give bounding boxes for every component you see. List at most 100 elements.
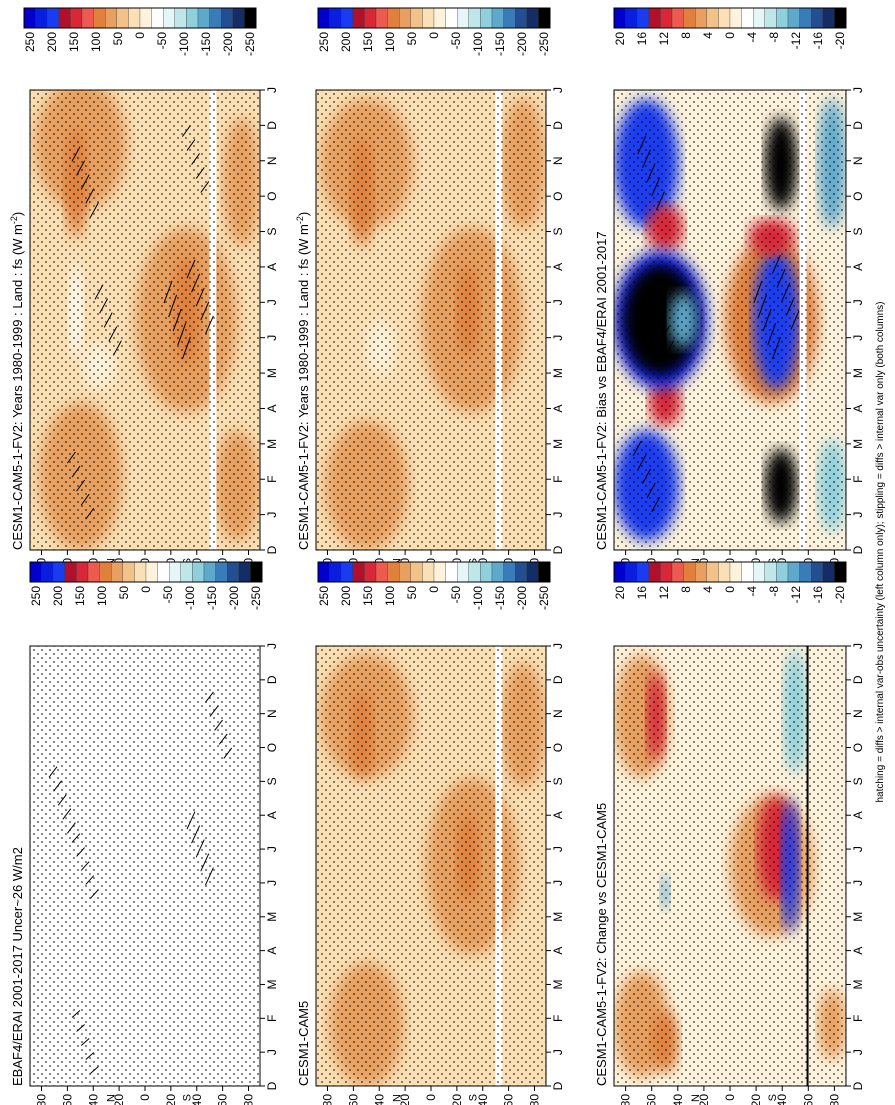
colorbar-swatch (250, 561, 263, 583)
colorbar-label: 0 (133, 32, 147, 39)
hatch-mark (785, 297, 795, 316)
colorbar-swatch (122, 561, 135, 583)
colorbar-label: 200 (339, 586, 353, 606)
colorbar-swatch (753, 7, 765, 29)
lat-tick-label: 60 (216, 1094, 230, 1105)
colorbar-label: -250 (243, 32, 257, 56)
colorbar-swatch (683, 7, 696, 29)
colorbar-label: 250 (29, 586, 43, 606)
colorbar-swatch (329, 7, 342, 29)
panel-title: CESM1-CAM5 (296, 1001, 311, 1086)
hatch-mark (62, 808, 72, 820)
month-tick-label: O (851, 743, 865, 752)
hatch-mark (771, 336, 781, 360)
colorbar-label: 20 (613, 32, 627, 46)
lat-tick-label: 80 (242, 1094, 256, 1105)
colorbar-swatch (695, 561, 707, 583)
hatch-mark (85, 875, 95, 885)
hatch-mark (71, 465, 81, 478)
month-tick-label: N (265, 709, 279, 718)
colorbar-label: -8 (767, 586, 781, 597)
colorbar-frame (29, 561, 263, 583)
colorbar-swatch (741, 7, 754, 29)
colorbar-label: 0 (723, 32, 737, 39)
colorbar-swatch (197, 7, 210, 29)
colorbar-label: 100 (89, 32, 103, 52)
colorbar-swatch (116, 7, 129, 29)
hatch-mark (76, 160, 86, 176)
lat-tick-label: 0 (424, 558, 438, 565)
colorbar-swatch (215, 561, 228, 583)
lat-tick-label: 80 (35, 1094, 49, 1105)
month-tick-label: F (551, 476, 565, 483)
hatch-mark (94, 284, 104, 300)
hatch-mark (637, 135, 647, 155)
colorbar-label: -50 (161, 586, 175, 604)
hatch-mark (172, 308, 182, 332)
panel-p5: 80604020020406080NSDJFMAMJJASONDJCESM1-C… (594, 7, 865, 571)
hatch-mark (204, 315, 214, 335)
month-tick-label: N (851, 709, 865, 718)
colorbar-label: -20 (833, 32, 847, 50)
panel-p2: 80604020020406080NSDJFMAMJJASONDJCESM1-C… (295, 7, 565, 571)
hatch-mark (66, 451, 76, 464)
colorbar-label: 100 (95, 586, 109, 606)
colorbar-label: 16 (635, 586, 649, 600)
hatch-mark (637, 454, 647, 470)
month-tick-label: D (851, 675, 865, 684)
plot-area (316, 90, 546, 550)
colorbar-label: -16 (811, 586, 825, 604)
hatch-mark (89, 202, 99, 218)
colorbar-swatch (163, 7, 175, 29)
colorbar-label: 0 (723, 586, 737, 593)
colorbar-swatch (375, 561, 388, 583)
figure-footnote: hatching = diffs > internal var-obs unce… (875, 302, 886, 803)
colorbar-swatch (764, 561, 777, 583)
colorbar-swatch (157, 561, 170, 583)
lat-tick-label: 40 (671, 1094, 685, 1105)
month-tick-label: A (265, 404, 279, 412)
colorbar-label: 150 (67, 32, 81, 52)
colorbar-swatch (227, 561, 239, 583)
colorbar-swatch (174, 7, 187, 29)
lat-tick-label: 20 (164, 1094, 178, 1105)
colorbar-swatch (834, 7, 847, 29)
hatch-mark (214, 719, 223, 731)
lat-tick-label: 0 (723, 1094, 737, 1101)
hemisphere-label: S (181, 1094, 193, 1101)
month-tick-label: A (551, 263, 565, 271)
hatch-mark (655, 191, 665, 211)
hatch-mark (790, 311, 800, 330)
month-tick-label: A (265, 947, 279, 955)
month-tick-label: M (551, 439, 565, 449)
lat-tick-label: 60 (801, 1094, 815, 1105)
colorbar-swatch (822, 561, 835, 583)
colorbar-swatch (35, 7, 48, 29)
colorbar: 250 200 150 100 50 0 -50 -100 -150 -200 -250 (29, 561, 263, 610)
stippling (30, 90, 260, 550)
hatch-mark (191, 153, 201, 165)
colorbar-swatch (64, 561, 77, 583)
colorbar-swatch (776, 7, 789, 29)
colorbar-label: -50 (449, 586, 463, 604)
month-tick-label: M (265, 979, 279, 989)
month-tick-label: J (551, 87, 565, 93)
month-tick-label: J (551, 846, 565, 852)
colorbar-swatch (799, 7, 812, 29)
colorbar-swatch (526, 7, 539, 29)
colorbar-swatch (364, 7, 377, 29)
month-tick-label: J (551, 1049, 565, 1055)
month-tick-label: M (265, 912, 279, 922)
hatch-mark (76, 847, 85, 857)
colorbar-label: -50 (449, 32, 463, 50)
month-tick-label: F (551, 1015, 565, 1022)
colorbar: 250 200 150 100 50 0 -50 -100 -150 -200 -250 (23, 7, 257, 56)
colorbar-label: -8 (767, 32, 781, 43)
month-tick-label: J (265, 335, 279, 341)
month-tick-label: J (851, 335, 865, 341)
hatch-mark (767, 322, 777, 346)
colorbar-swatch (457, 561, 469, 583)
colorbar-label: -200 (221, 32, 235, 56)
hatch-mark (651, 298, 661, 314)
hatch-mark (642, 468, 651, 484)
